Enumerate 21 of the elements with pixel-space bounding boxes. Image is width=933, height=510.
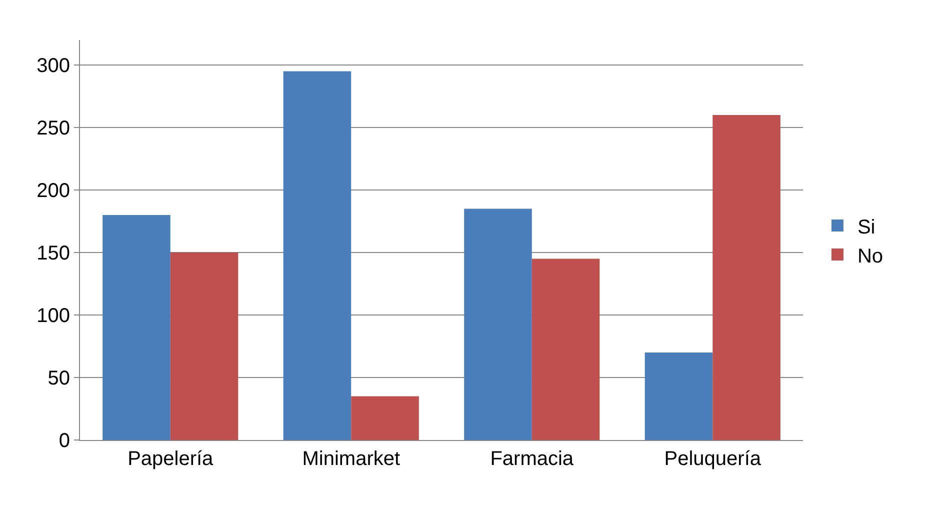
bar	[283, 71, 352, 440]
y-tick-label: 300	[36, 55, 70, 77]
bar	[532, 258, 600, 440]
y-tick-label: 0	[58, 430, 70, 452]
legend-label: No	[857, 245, 884, 268]
legend-label: Si	[857, 216, 876, 238]
bar	[170, 252, 238, 440]
y-tick-label: 150	[36, 242, 70, 264]
x-tick-label: Papelería	[128, 448, 214, 470]
y-tick-label: 50	[48, 368, 70, 390]
y-tick-label: 250	[36, 118, 70, 140]
bar	[351, 396, 419, 440]
bar	[464, 208, 532, 440]
x-tick-label: Peluquería	[664, 448, 762, 470]
bar	[644, 352, 713, 440]
bar	[712, 115, 780, 440]
x-tick-label: Minimarket	[302, 448, 400, 470]
x-tick-label: Farmacia	[490, 448, 574, 470]
y-tick-label: 200	[36, 180, 70, 202]
bar	[102, 215, 170, 440]
y-tick-label: 100	[36, 305, 70, 327]
